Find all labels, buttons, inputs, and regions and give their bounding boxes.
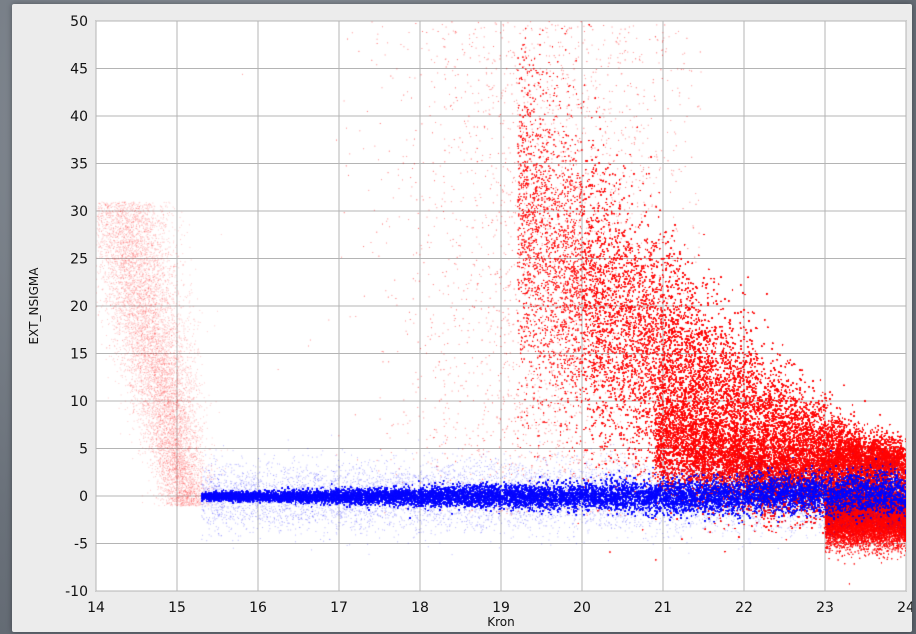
y-tick-label: -10 [65,584,88,600]
x-tick-label: 21 [654,600,672,616]
y-tick-labels: -10 -5 0 5 10 15 20 25 30 35 40 45 50 [65,14,88,600]
y-tick-label: 10 [70,394,88,410]
y-tick-label: 20 [70,299,88,315]
x-tick-labels: 14 15 16 17 18 19 20 21 22 23 24 [87,600,912,616]
y-tick-label: 40 [70,109,88,125]
y-tick-label: 50 [70,14,88,30]
y-axis-title: EXT_NSIGMA [27,267,41,345]
y-tick-label: 35 [70,157,88,173]
x-axis-title: Kron [487,615,515,629]
x-tick-label: 15 [168,600,186,616]
chart-frame: 14 15 16 17 18 19 20 21 22 23 24 -10 -5 0 5 10 15 20 25 30… [12,4,912,632]
x-tick-label: 24 [897,600,912,616]
x-tick-label: 19 [492,600,510,616]
y-tick-label: 15 [70,347,88,363]
y-tick-label: 25 [70,252,88,268]
x-tick-label: 17 [330,600,348,616]
x-tick-label: 20 [573,600,591,616]
y-tick-label: 45 [70,62,88,78]
y-tick-label: -5 [74,537,88,553]
y-tick-label: 0 [79,489,88,505]
y-tick-label: 5 [79,442,88,458]
y-tick-label: 30 [70,204,88,220]
x-tick-label: 22 [735,600,753,616]
scatter-density-points [96,21,906,591]
x-tick-label: 23 [816,600,834,616]
x-tick-label: 18 [411,600,429,616]
x-tick-label: 16 [249,600,267,616]
x-tick-label: 14 [87,600,105,616]
